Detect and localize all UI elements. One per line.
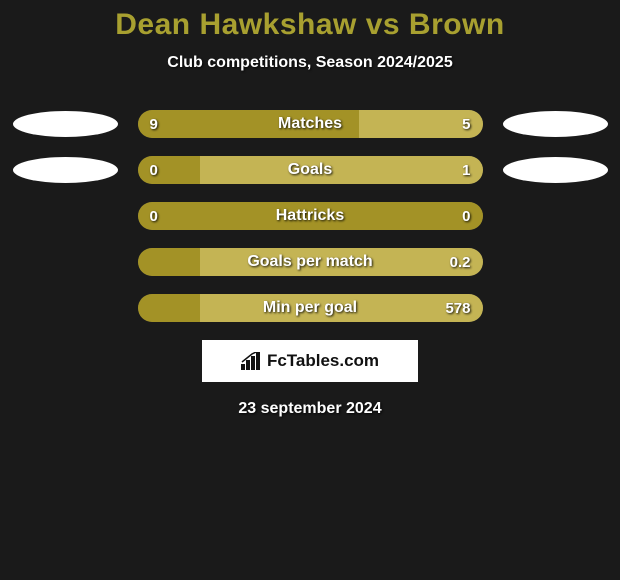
- player-right-icon: [503, 157, 608, 183]
- stat-row: Goals per match0.2: [0, 248, 620, 276]
- bar-left-fill: [138, 294, 200, 322]
- bar-right-fill: [200, 294, 483, 322]
- comparison-chart: Dean Hawkshaw vs Brown Club competitions…: [0, 0, 620, 418]
- stats-rows: 9Matches5 0Goals1 0Hattricks0 Goals per mat…: [0, 110, 620, 322]
- bar-left-fill: [138, 248, 200, 276]
- stat-bar: Goals per match0.2: [138, 248, 483, 276]
- stat-row: 0Goals1: [0, 156, 620, 184]
- stat-row: 9Matches5: [0, 110, 620, 138]
- bar-left-fill: [138, 202, 483, 230]
- brand-box: FcTables.com: [202, 340, 418, 382]
- subtitle: Club competitions, Season 2024/2025: [0, 54, 620, 72]
- stat-bar: 9Matches5: [138, 110, 483, 138]
- stat-bar: 0Goals1: [138, 156, 483, 184]
- bar-chart-icon: [241, 352, 263, 370]
- stat-row: Min per goal578: [0, 294, 620, 322]
- brand: FcTables.com: [241, 351, 379, 371]
- player-left-icon: [13, 111, 118, 137]
- stat-row: 0Hattricks0: [0, 202, 620, 230]
- brand-text: FcTables.com: [267, 351, 379, 371]
- player-left-icon: [13, 157, 118, 183]
- player-right-icon: [503, 111, 608, 137]
- bar-left-fill: [138, 156, 200, 184]
- bar-right-fill: [200, 248, 483, 276]
- stat-bar: Min per goal578: [138, 294, 483, 322]
- bar-right-fill: [200, 156, 483, 184]
- bar-right-fill: [359, 110, 482, 138]
- bar-left-fill: [138, 110, 360, 138]
- stat-bar: 0Hattricks0: [138, 202, 483, 230]
- date-text: 23 september 2024: [0, 400, 620, 418]
- page-title: Dean Hawkshaw vs Brown: [0, 8, 620, 42]
